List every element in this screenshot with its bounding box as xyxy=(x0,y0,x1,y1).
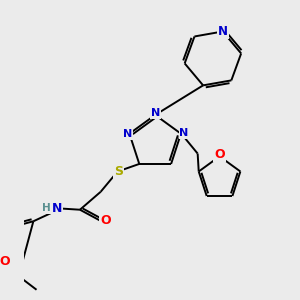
Text: H: H xyxy=(42,203,51,213)
Text: N: N xyxy=(52,202,62,214)
Text: N: N xyxy=(179,128,189,138)
Text: O: O xyxy=(0,255,10,268)
Text: O: O xyxy=(100,214,111,227)
Text: N: N xyxy=(218,25,228,38)
Text: O: O xyxy=(214,148,225,161)
Text: N: N xyxy=(151,108,160,118)
Text: N: N xyxy=(123,129,132,139)
Text: S: S xyxy=(114,165,123,178)
